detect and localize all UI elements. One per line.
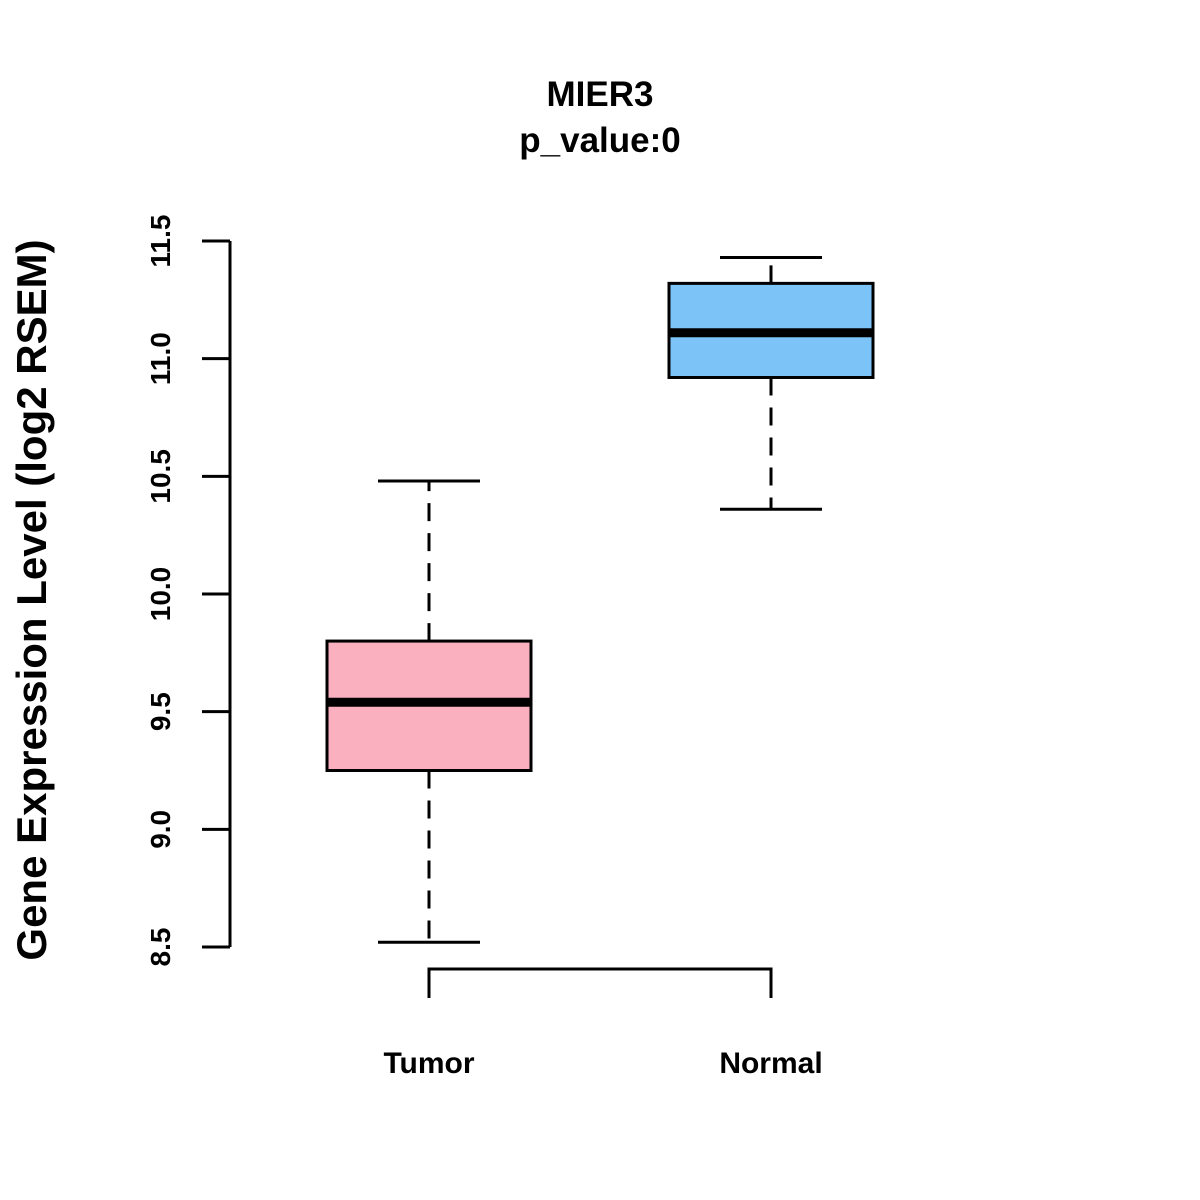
y-tick-label: 8.5	[145, 928, 176, 967]
y-tick-label: 9.0	[145, 810, 176, 849]
chart-subtitle: p_value:0	[519, 121, 680, 160]
boxes	[325, 255, 875, 944]
x-category-label-normal: Normal	[719, 1047, 822, 1080]
y-tick-label: 10.5	[145, 449, 176, 504]
chart-title: MIER3	[547, 75, 654, 114]
x-category-label-tumor: Tumor	[383, 1047, 474, 1080]
bracket-line	[427, 967, 773, 998]
y-tick-label: 11.0	[145, 332, 176, 385]
box-normal	[667, 255, 875, 511]
y-tick-label: 9.5	[145, 692, 176, 731]
y-tick-label: 10.0	[145, 567, 176, 622]
x-axis-labels: Tumor Normal	[383, 1047, 822, 1080]
y-tick-label: 11.5	[145, 215, 176, 268]
box-tumor	[325, 479, 533, 944]
comparison-bracket	[427, 967, 773, 998]
y-axis-label: Gene Expression Level (log2 RSEM)	[8, 239, 55, 960]
y-axis-ticks: 8.5 9.0 9.5 10.0 10.5 11.0 11.5	[145, 215, 230, 967]
